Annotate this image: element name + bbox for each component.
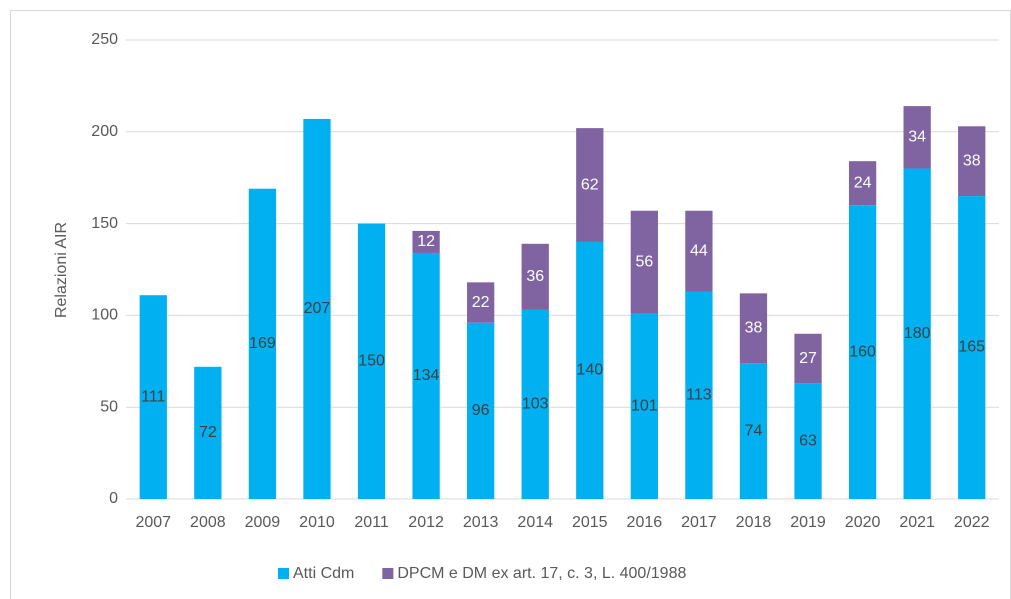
data-label: 111 xyxy=(141,388,165,405)
data-label: 74 xyxy=(745,422,763,439)
bar-segment xyxy=(848,161,877,206)
legend-swatch xyxy=(382,568,394,579)
legend-swatch xyxy=(278,568,289,579)
bar-segment xyxy=(958,126,986,197)
data-label: 36 xyxy=(526,268,544,285)
bar-segment xyxy=(630,313,658,499)
data-label: 169 xyxy=(249,335,276,352)
data-label: 72 xyxy=(199,424,217,441)
y-tick-label: 100 xyxy=(91,307,118,324)
y-axis-title: Relazioni AIR xyxy=(53,222,70,318)
data-label: 56 xyxy=(635,253,653,270)
data-label: 27 xyxy=(799,350,817,367)
bar-segment xyxy=(303,118,331,499)
bar-segment xyxy=(903,106,931,169)
x-tick-label: 2022 xyxy=(954,514,990,531)
x-tick-label: 2011 xyxy=(354,514,389,531)
data-label: 96 xyxy=(472,402,490,419)
bar-segment xyxy=(794,383,822,499)
x-tick-label: 2015 xyxy=(572,514,608,531)
data-label: 180 xyxy=(904,325,931,342)
data-label: 165 xyxy=(958,339,985,356)
bar-segment xyxy=(903,168,931,499)
data-label: 38 xyxy=(745,319,763,336)
bar-segment xyxy=(848,205,877,500)
data-label: 113 xyxy=(686,386,712,403)
data-label: 207 xyxy=(304,300,331,317)
data-label: 101 xyxy=(631,398,658,415)
bar-segment xyxy=(194,366,222,499)
data-label: 38 xyxy=(963,152,981,169)
bar-segment xyxy=(467,322,495,499)
x-tick-label: 2007 xyxy=(135,514,171,531)
y-tick-label: 150 xyxy=(91,215,118,232)
y-tick-label: 50 xyxy=(100,398,118,415)
data-label: 44 xyxy=(690,242,708,259)
x-tick-label: 2012 xyxy=(408,514,444,531)
bar-segment xyxy=(739,293,768,364)
x-tick-label: 2010 xyxy=(299,514,335,531)
data-label: 103 xyxy=(522,396,549,413)
bar-segment xyxy=(685,291,713,499)
x-tick-label: 2017 xyxy=(681,514,717,531)
x-tick-label: 2020 xyxy=(845,514,881,531)
data-label: 150 xyxy=(358,353,385,370)
data-label: 34 xyxy=(908,129,926,146)
bar-segment xyxy=(139,295,167,499)
x-tick-label: 2013 xyxy=(463,514,499,531)
data-label: 12 xyxy=(417,233,435,250)
data-label: 62 xyxy=(581,176,599,193)
bar-segment xyxy=(630,210,658,314)
data-label: 140 xyxy=(576,362,603,379)
y-tick-label: 0 xyxy=(109,490,118,507)
x-tick-label: 2009 xyxy=(245,514,281,531)
y-tick-label: 250 xyxy=(91,31,118,48)
data-label: 63 xyxy=(799,432,817,449)
x-tick-label: 2019 xyxy=(790,514,826,531)
bar-segment xyxy=(576,241,604,499)
data-label: 22 xyxy=(472,294,490,311)
bar-segment xyxy=(521,309,549,499)
x-tick-label: 2018 xyxy=(736,514,772,531)
x-tick-label: 2016 xyxy=(627,514,663,531)
data-label: 24 xyxy=(854,174,872,191)
bar-segment xyxy=(739,363,768,499)
bar-segment xyxy=(685,210,713,292)
legend-label: Atti Cdm xyxy=(293,565,354,582)
data-label: 160 xyxy=(849,343,876,360)
bar-segment xyxy=(576,128,604,242)
legend-label: DPCM e DM ex art. 17, c. 3, L. 400/1988 xyxy=(397,565,686,582)
chart-border xyxy=(10,10,1011,599)
y-tick-label: 200 xyxy=(91,123,118,140)
bar-segment xyxy=(521,243,549,310)
bar-segment xyxy=(794,333,822,384)
data-label: 134 xyxy=(413,367,440,384)
bar-segment xyxy=(412,230,440,253)
bar-segment xyxy=(357,223,386,499)
bar-segment xyxy=(412,252,440,499)
bar-segment xyxy=(467,282,495,323)
x-tick-label: 2008 xyxy=(190,514,226,531)
bar-segment xyxy=(958,196,986,499)
bar-segment xyxy=(248,188,277,499)
x-tick-label: 2021 xyxy=(899,514,935,531)
x-tick-label: 2014 xyxy=(517,514,553,531)
